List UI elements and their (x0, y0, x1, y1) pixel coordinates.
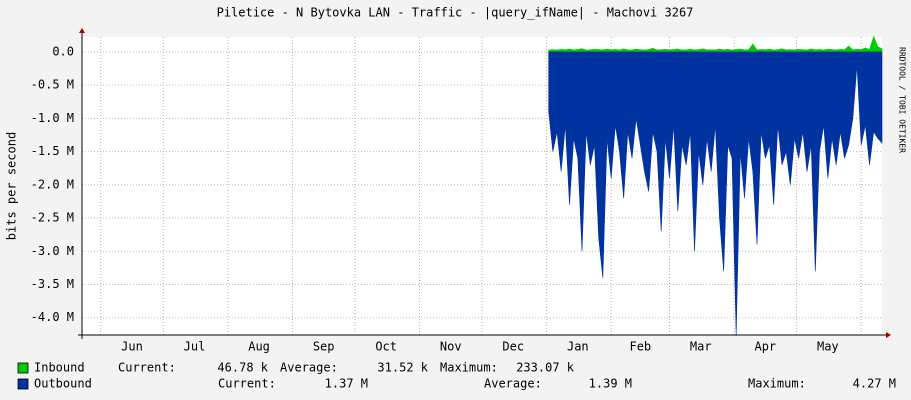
x-tick-label: Aug (248, 340, 270, 354)
legend-label: Outbound (34, 377, 92, 391)
x-tick-label: Oct (375, 340, 397, 354)
area (548, 51, 883, 336)
legend-stat-value: 233.07 k (516, 361, 575, 375)
y-tick-label: -1.5 M (31, 144, 74, 158)
watermark: RRDTOOL / TOBI OETIKER (898, 47, 907, 153)
y-tick-label: -2.0 M (31, 177, 74, 191)
legend-stat-label: Maximum: (440, 361, 498, 375)
y-axis-arrow (79, 28, 85, 33)
legend-label: Inbound (34, 361, 85, 375)
legend-stat-value: 1.37 M (325, 377, 368, 391)
legend-stat-label: Current: (218, 377, 276, 391)
area (548, 35, 883, 53)
y-axis-label: bits per second (5, 132, 19, 240)
x-tick-label: Nov (440, 340, 462, 354)
y-tick-label: -3.5 M (31, 277, 74, 291)
legend-stat-value: 31.52 k (377, 361, 428, 375)
legend-stat-label: Average: (280, 361, 338, 375)
legend-swatch (17, 362, 29, 374)
y-tick-label: -0.5 M (31, 78, 74, 92)
y-tick-label: -1.0 M (31, 111, 74, 125)
x-tick-label: Sep (313, 340, 335, 354)
legend-stat-value: 46.78 k (217, 361, 268, 375)
x-tick-label: May (817, 340, 839, 354)
x-tick-label: Apr (754, 340, 776, 354)
x-tick-label: Dec (502, 340, 524, 354)
x-tick-label: Jun (121, 340, 143, 354)
x-tick-label: Jan (567, 340, 589, 354)
legend-swatch (17, 378, 29, 390)
x-tick-label: Feb (629, 340, 651, 354)
y-tick-label: -4.0 M (31, 310, 74, 324)
legend-stat-label: Maximum: (748, 377, 806, 391)
legend-stat-label: Average: (484, 377, 542, 391)
x-tick-label: Mar (690, 340, 712, 354)
y-tick-label: 0.0 (52, 44, 74, 58)
x-axis-arrow (886, 332, 891, 338)
legend-stat-value: 1.39 M (589, 377, 632, 391)
legend-stat-value: 4.27 M (853, 377, 896, 391)
chart-title: Piletice - N Bytovka LAN - Traffic - |qu… (217, 6, 694, 20)
y-tick-label: -2.5 M (31, 211, 74, 225)
x-tick-label: Jul (184, 340, 206, 354)
legend-stat-label: Current: (118, 361, 176, 375)
y-tick-label: -3.0 M (31, 244, 74, 258)
